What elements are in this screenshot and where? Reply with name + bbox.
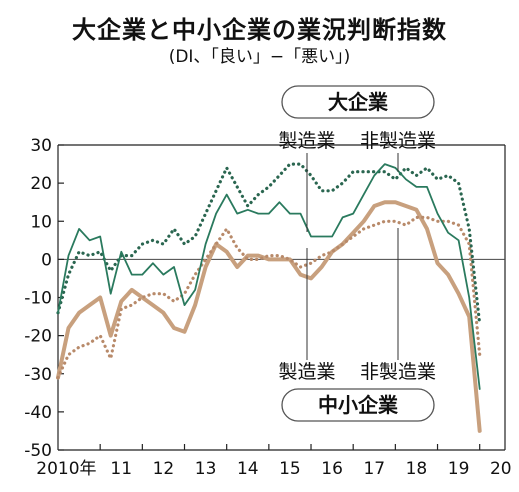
y-tick-label: 0 [41, 250, 52, 270]
series-line [56, 200, 482, 433]
x-tick-label: 20 [490, 459, 512, 479]
legend-large-manufacturing: 製造業 [278, 130, 335, 152]
y-tick-label: 10 [30, 212, 52, 232]
x-tick-label: 15 [279, 459, 301, 479]
y-tick-label: -10 [24, 289, 52, 309]
legend-small-nonmanufacturing: 非製造業 [360, 361, 436, 383]
x-tick-label: 14 [237, 459, 259, 479]
group-large-label: 大企業 [328, 90, 389, 114]
series-line [57, 163, 481, 390]
y-tick-label: -40 [24, 403, 52, 423]
y-tick-label: -20 [24, 327, 52, 347]
x-tick-label: 12 [153, 459, 175, 479]
x-tick-label: 17 [363, 459, 385, 479]
legend-large-nonmanufacturing: 非製造業 [360, 130, 436, 152]
series-line [56, 215, 482, 380]
x-tick-label: 18 [406, 459, 428, 479]
group-small-box [281, 388, 435, 422]
y-tick-label: 20 [30, 174, 52, 194]
group-small-label: 中小企業 [318, 393, 399, 417]
x-tick-label: 16 [321, 459, 343, 479]
chart-subtitle: (DI、「良い」−「悪い」) [168, 47, 351, 67]
legend-small-manufacturing: 製造業 [278, 361, 335, 383]
y-tick-label: -50 [24, 441, 52, 461]
x-tick-label: 11 [110, 459, 132, 479]
y-tick-label: 30 [30, 136, 52, 156]
x-tick-label: 13 [195, 459, 217, 479]
y-tick-label: -30 [24, 365, 52, 385]
group-large-box [281, 85, 435, 119]
x-tick-label: 2010年 [36, 459, 96, 479]
x-tick-label: 19 [448, 459, 470, 479]
chart-title: 大企業と中小企業の業況判断指数 [72, 16, 447, 44]
